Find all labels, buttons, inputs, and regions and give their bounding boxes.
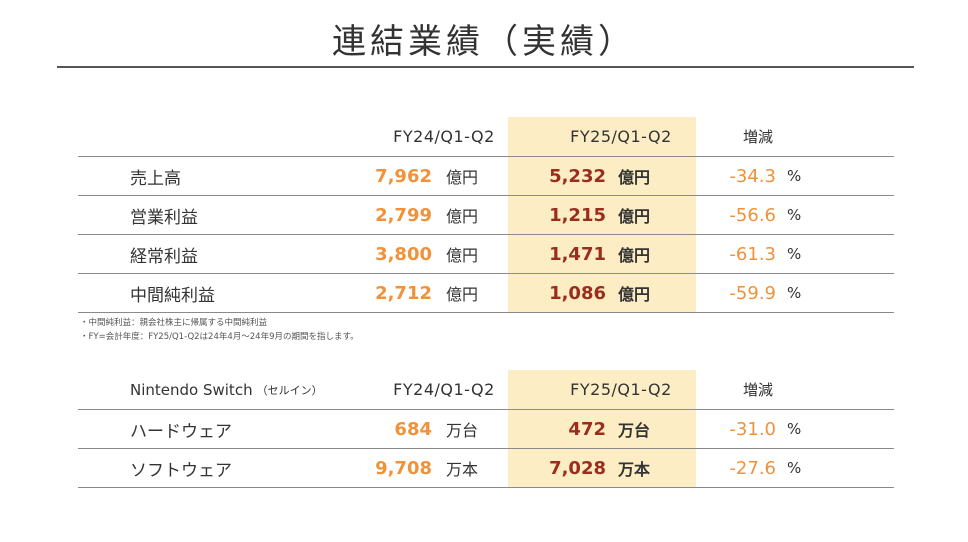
page-title: 連結業績（実績） [332,22,636,62]
fy24-value: 9,708 [375,457,432,479]
fy24-value: 7,962 [375,165,432,187]
row-label: 中間純利益 [130,285,215,306]
table-header: Nintendo Switch （セルイン） FY24/Q1-Q2 FY25/Q1… [78,370,894,409]
footnote: ・中間純利益：親会社株主に帰属する中間純利益 [80,318,268,328]
fy25-value: 1,215 [549,204,606,226]
fy25-column-highlight [508,117,696,312]
change-value: -31.0 [729,418,776,440]
table-row: 中間純利益 2,712 億円 1,086 億円 -59.9 % [78,273,894,313]
table-row: 売上高 7,962 億円 5,232 億円 -34.3 % [78,156,894,195]
row-label: 経常利益 [130,246,198,267]
percent-sign: % [787,245,802,263]
row-label: ハードウェア [130,421,232,442]
fy24-value: 2,712 [375,282,432,304]
footnote: ・FY=会計年度：FY25/Q1-Q2は24年4月～24年9月の期間を指します。 [80,332,359,342]
fy25-unit: 億円 [618,168,651,187]
fy25-value: 5,232 [549,165,606,187]
row-label: 売上高 [130,168,181,189]
percent-sign: % [787,284,802,302]
fy24-value: 684 [394,418,432,440]
fy25-value: 1,086 [549,282,606,304]
percent-sign: % [787,459,802,477]
fy24-value: 3,800 [375,243,432,265]
header-change: 増減 [742,128,773,146]
fy24-unit: 万台 [446,421,479,440]
fy24-unit: 億円 [446,207,479,226]
percent-sign: % [787,420,802,438]
header-label-main: Nintendo Switch [130,380,253,399]
change-value: -59.9 [729,282,776,304]
fy25-unit: 億円 [618,285,651,304]
fy24-unit: 億円 [446,246,479,265]
header-fy24: FY24/Q1-Q2 [393,127,495,146]
financial-results-table: FY24/Q1-Q2 FY25/Q1-Q2 増減 売上高 7,962 億円 5,… [78,117,894,313]
fy25-unit: 億円 [618,207,651,226]
header-label: Nintendo Switch （セルイン） [130,370,323,409]
fy24-unit: 億円 [446,285,479,304]
fy24-value: 2,799 [375,204,432,226]
fy25-unit: 億円 [618,246,651,265]
fy24-unit: 万本 [446,460,479,479]
table-row: 経常利益 3,800 億円 1,471 億円 -61.3 % [78,234,894,273]
title-divider [57,66,914,68]
table-row: ソフトウェア 9,708 万本 7,028 万本 -27.6 % [78,448,894,488]
row-label: 営業利益 [130,207,198,228]
table-row: ハードウェア 684 万台 472 万台 -31.0 % [78,409,894,448]
fy25-value: 1,471 [549,243,606,265]
fy25-value: 472 [568,418,606,440]
table-header: FY24/Q1-Q2 FY25/Q1-Q2 増減 [78,117,894,156]
percent-sign: % [787,167,802,185]
fy25-unit: 万本 [618,460,651,479]
sellin-table: Nintendo Switch （セルイン） FY24/Q1-Q2 FY25/Q1… [78,370,894,488]
fy25-unit: 万台 [618,421,651,440]
row-label: ソフトウェア [130,460,232,481]
change-value: -34.3 [729,165,776,187]
header-fy24: FY24/Q1-Q2 [393,380,495,399]
fy25-value: 7,028 [549,457,606,479]
table-row: 営業利益 2,799 億円 1,215 億円 -56.6 % [78,195,894,234]
header-label-sub: （セルイン） [256,383,323,397]
change-value: -56.6 [729,204,776,226]
change-value: -61.3 [729,243,776,265]
header-fy25: FY25/Q1-Q2 [570,127,672,146]
footnotes: ・中間純利益：親会社株主に帰属する中間純利益 ・FY=会計年度：FY25/Q1-… [80,316,359,344]
percent-sign: % [787,206,802,224]
fy25-column-highlight-sellin [508,370,696,487]
fy24-unit: 億円 [446,168,479,187]
header-change: 増減 [742,381,773,399]
header-fy25: FY25/Q1-Q2 [570,380,672,399]
change-value: -27.6 [729,457,776,479]
